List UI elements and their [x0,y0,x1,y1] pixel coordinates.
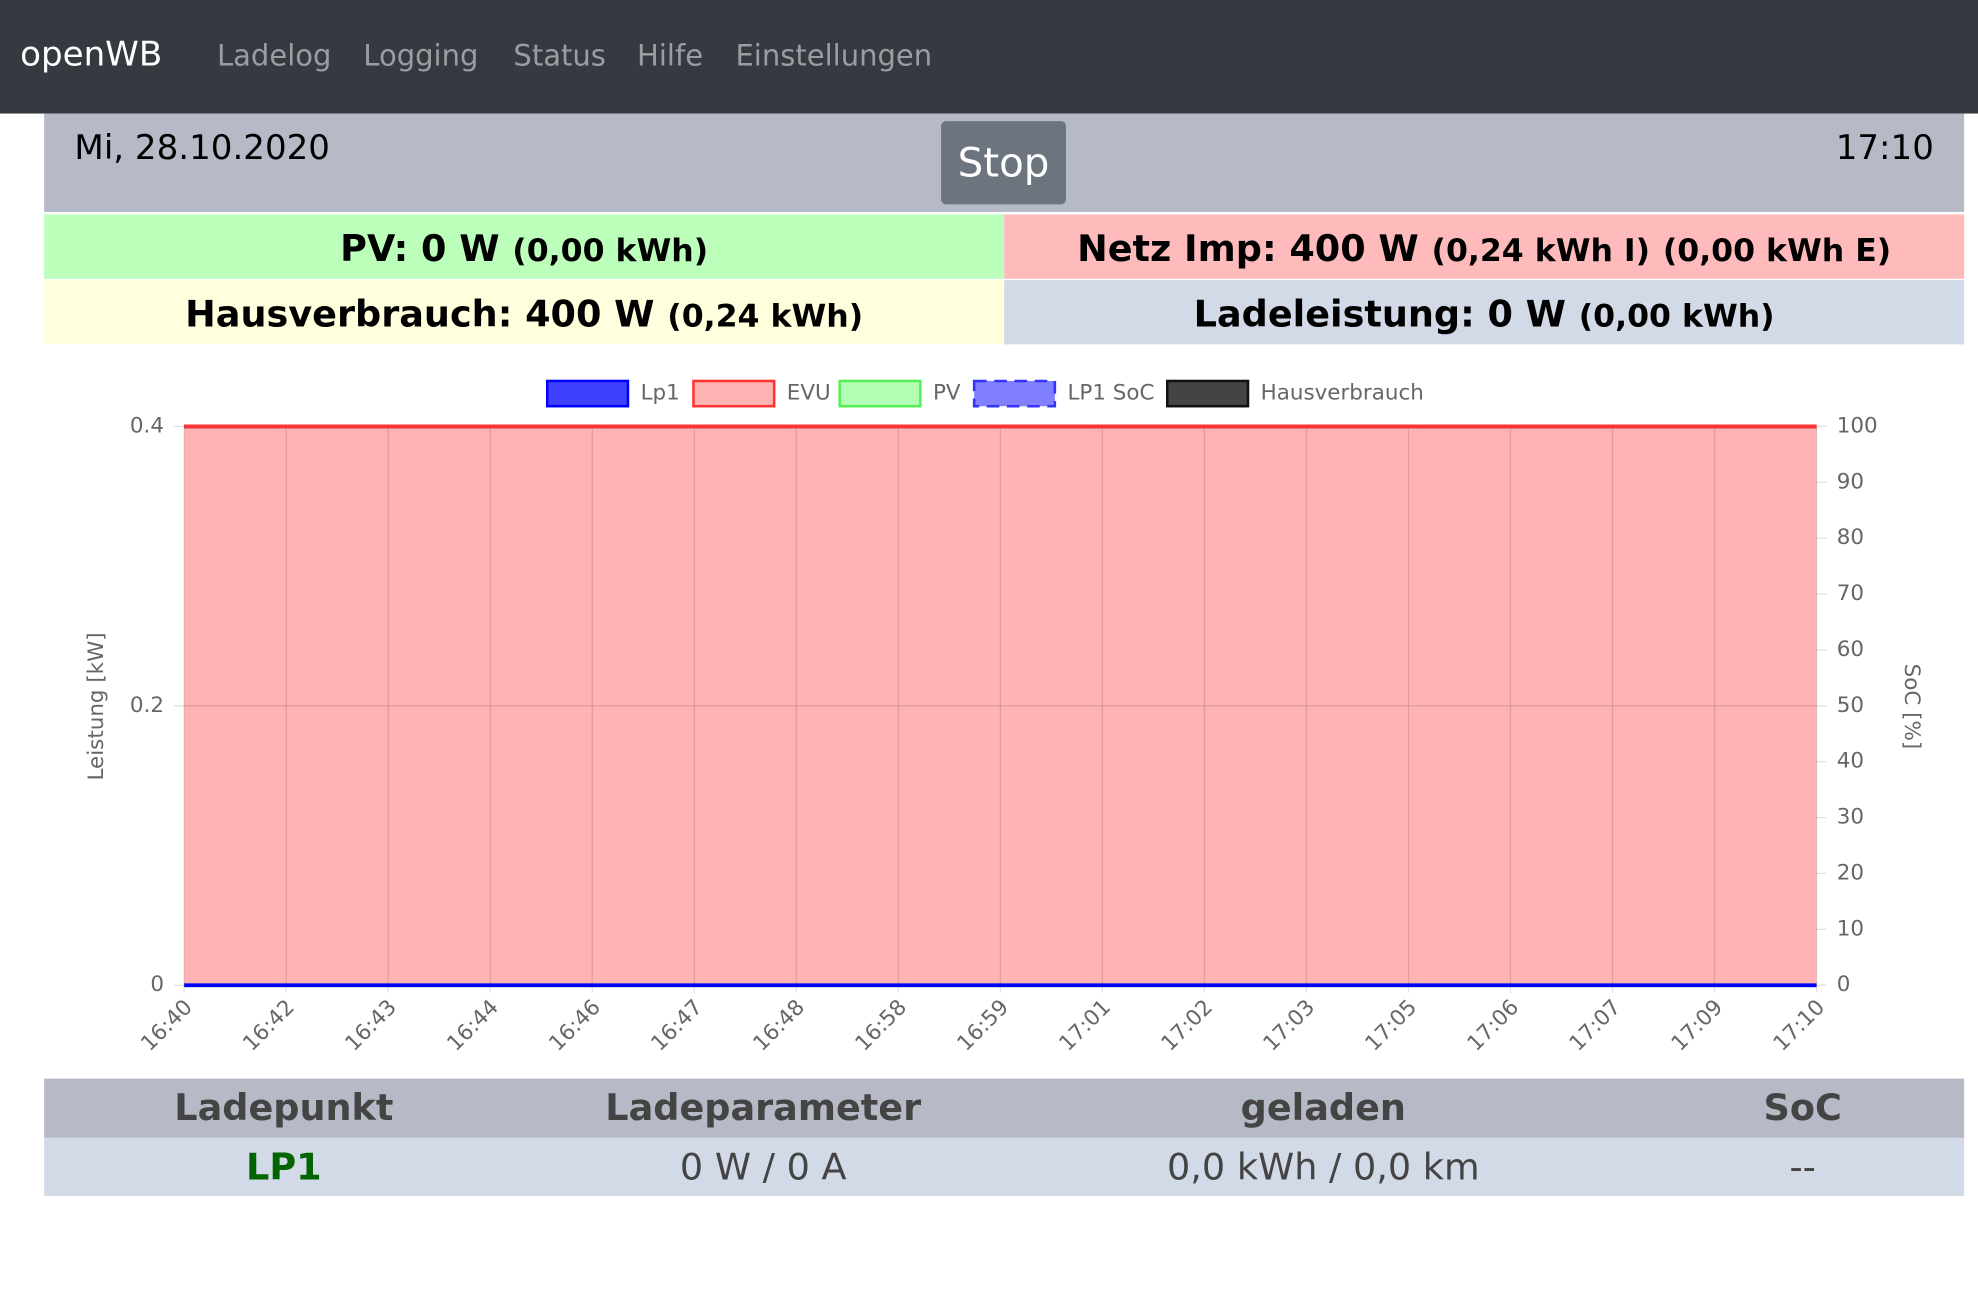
legend-swatch [838,379,922,408]
chart: 0 0.2 0.4 0 10 20 30 40 50 60 70 80 90 100 16:40 16:42 1… [84,379,1924,1056]
td: 0,0 kWh / 0,0 km [1167,1145,1480,1189]
y-axis-title: Leistung [kW] [84,632,109,780]
x-tick-label: 16:42 [238,995,299,1056]
x-tick-label: 17:07 [1565,995,1626,1056]
y2-tick-label: 90 [1837,469,1864,494]
th: SoC [1763,1086,1842,1130]
th: Ladeparameter [605,1086,922,1130]
x-tick-label: 17:03 [1259,995,1320,1056]
td: LP1 [246,1145,322,1189]
pv-cell: PV: 0 W (0,00 kWh) [44,214,1005,279]
x-tick-label: 16:58 [851,995,912,1056]
legend-label: Hausverbrauch [1261,381,1424,406]
lade-sub: (0,00 kWh) [1578,297,1775,335]
x-tick-label: 17:06 [1463,995,1524,1056]
x-tick-label: 16:46 [544,995,605,1056]
legend-label: LP1 SoC [1067,381,1154,406]
y2-tick-label: 10 [1837,916,1864,941]
haus-cell: Hausverbrauch: 400 W (0,24 kWh) [44,280,1005,345]
legend-swatch [692,379,776,408]
lade-cell: Ladeleistung: 0 W (0,00 kWh) [1004,280,1965,345]
x-tick-label: 16:47 [646,995,707,1056]
y-tick-label: 0.2 [130,693,164,718]
date: Mi, 28.10.2020 [74,128,330,168]
netz-cell: Netz Imp: 400 W (0,24 kWh I) (0,00 kWh E… [1004,214,1965,279]
pv-sub: (0,00 kWh) [512,232,709,269]
y2-tick-label: 40 [1837,749,1864,774]
netz-sub: (0,24 kWh I) [1431,232,1651,269]
legend-label: EVU [787,381,831,406]
haus-value: Hausverbrauch: 400 W [185,292,655,336]
y2-tick-label: 30 [1837,805,1864,830]
y2-tick-label: 60 [1837,637,1864,662]
stop-button[interactable]: Stop [941,121,1066,205]
pv-value: PV: 0 W [340,227,500,270]
legend-swatch [1166,379,1250,408]
nav-link[interactable]: Einstellungen [735,40,933,74]
y2-tick-label: 100 [1837,413,1878,438]
nav-link[interactable]: Logging [363,40,479,74]
y2-tick-label: 0 [1837,972,1851,997]
legend-swatch [545,379,630,408]
table: Ladepunkt Ladeparameter geladen SoC LP1 … [44,1078,1965,1198]
x-tick-label: 16:44 [442,995,503,1056]
y2-tick-label: 50 [1837,693,1864,718]
legend-label: PV [933,381,961,406]
x-tick-label: 17:01 [1055,995,1116,1056]
td: 0 W / 0 A [679,1145,847,1189]
header-bar: Mi, 28.10.2020 Stop 17:10 [44,113,1965,212]
legend-label: Lp1 [641,381,680,406]
lade-value: Ladeleistung: 0 W [1193,292,1567,336]
nav-link[interactable]: Hilfe [637,40,704,74]
nav-link[interactable]: Status [513,40,606,74]
y2-tick-label: 70 [1837,581,1864,606]
x-tick-label: 17:02 [1157,995,1218,1056]
x-tick-label: 17:09 [1667,995,1728,1056]
x-tick-label: 16:43 [340,995,401,1056]
netz-sub: (0,00 kWh E) [1662,232,1892,269]
x-tick-label: 16:48 [748,995,809,1056]
th: Ladepunkt [174,1086,394,1130]
x-tick-label: 17:10 [1769,995,1830,1056]
brand[interactable]: openWB [20,35,163,75]
x-tick-label: 16:59 [953,995,1014,1056]
table-row [44,1137,1965,1196]
y2-tick-label: 80 [1837,525,1864,550]
y-tick-label: 0 [150,972,164,997]
y2-tick-label: 20 [1837,860,1864,885]
navbar: openWB Ladelog Logging Status Hilfe Eins… [0,0,1978,114]
table-header [44,1078,1965,1138]
netz-value: Netz Imp: 400 W [1077,227,1419,270]
y-tick-label: 0.4 [130,413,164,438]
nav-link[interactable]: Ladelog [216,40,332,74]
y2-axis-title: SoC [%] [1899,664,1924,750]
area [184,426,1817,986]
x-tick-label: 16:40 [136,995,197,1056]
legend-swatch [972,379,1057,408]
time: 17:10 [1835,128,1934,168]
haus-sub: (0,24 kWh) [667,297,864,335]
th: geladen [1240,1086,1406,1130]
td: -- [1789,1145,1816,1189]
x-tick-label: 17:05 [1361,995,1422,1056]
